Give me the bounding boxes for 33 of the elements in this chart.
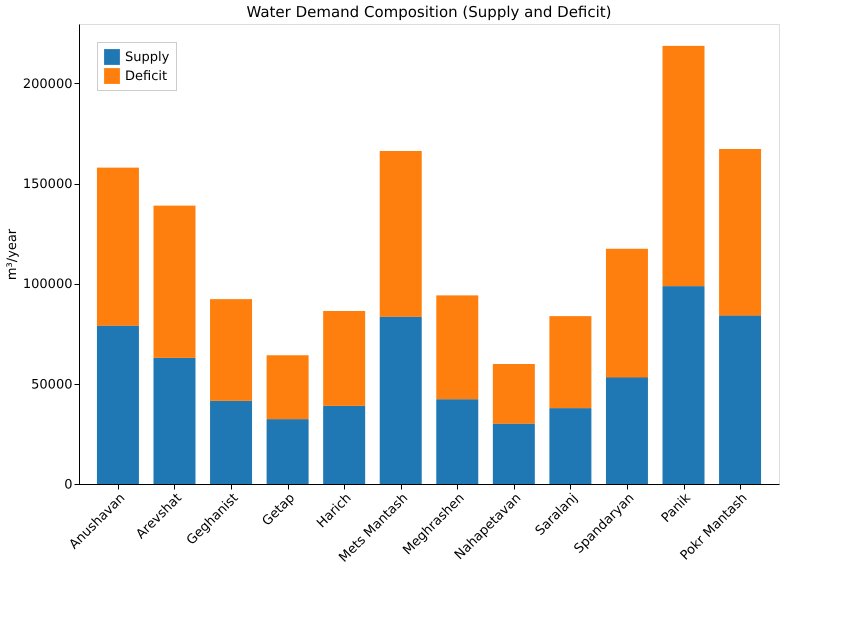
y-tick-label: 100000 xyxy=(22,277,72,292)
bar xyxy=(436,295,478,400)
bar xyxy=(380,150,422,317)
bar xyxy=(492,424,535,484)
y-tick-label: 0 xyxy=(64,478,72,492)
bar xyxy=(153,206,196,358)
chart-title: Water Demand Composition (Supply and Deficit) xyxy=(246,3,612,21)
bar xyxy=(210,400,252,484)
bar xyxy=(323,406,366,484)
bar xyxy=(549,316,592,408)
bar xyxy=(266,355,309,420)
legend-label: Supply xyxy=(125,50,170,65)
bar xyxy=(96,168,139,326)
bar xyxy=(606,248,648,378)
bar xyxy=(719,148,762,316)
bar xyxy=(436,399,478,484)
legend-label: Deficit xyxy=(125,69,168,84)
bar xyxy=(549,408,592,484)
bar xyxy=(266,419,309,484)
bar xyxy=(380,316,422,484)
bar xyxy=(492,364,535,424)
bar xyxy=(210,299,252,401)
bar xyxy=(662,46,705,286)
bar xyxy=(606,377,648,484)
y-tick-label: 50000 xyxy=(31,377,72,392)
y-axis-title: m³/year xyxy=(4,228,20,280)
bar xyxy=(323,310,366,406)
bar xyxy=(719,316,762,484)
bar xyxy=(96,326,139,484)
y-tick-label: 150000 xyxy=(22,177,72,192)
y-tick-label: 200000 xyxy=(22,76,72,92)
bar xyxy=(153,358,196,484)
bar xyxy=(662,286,705,484)
